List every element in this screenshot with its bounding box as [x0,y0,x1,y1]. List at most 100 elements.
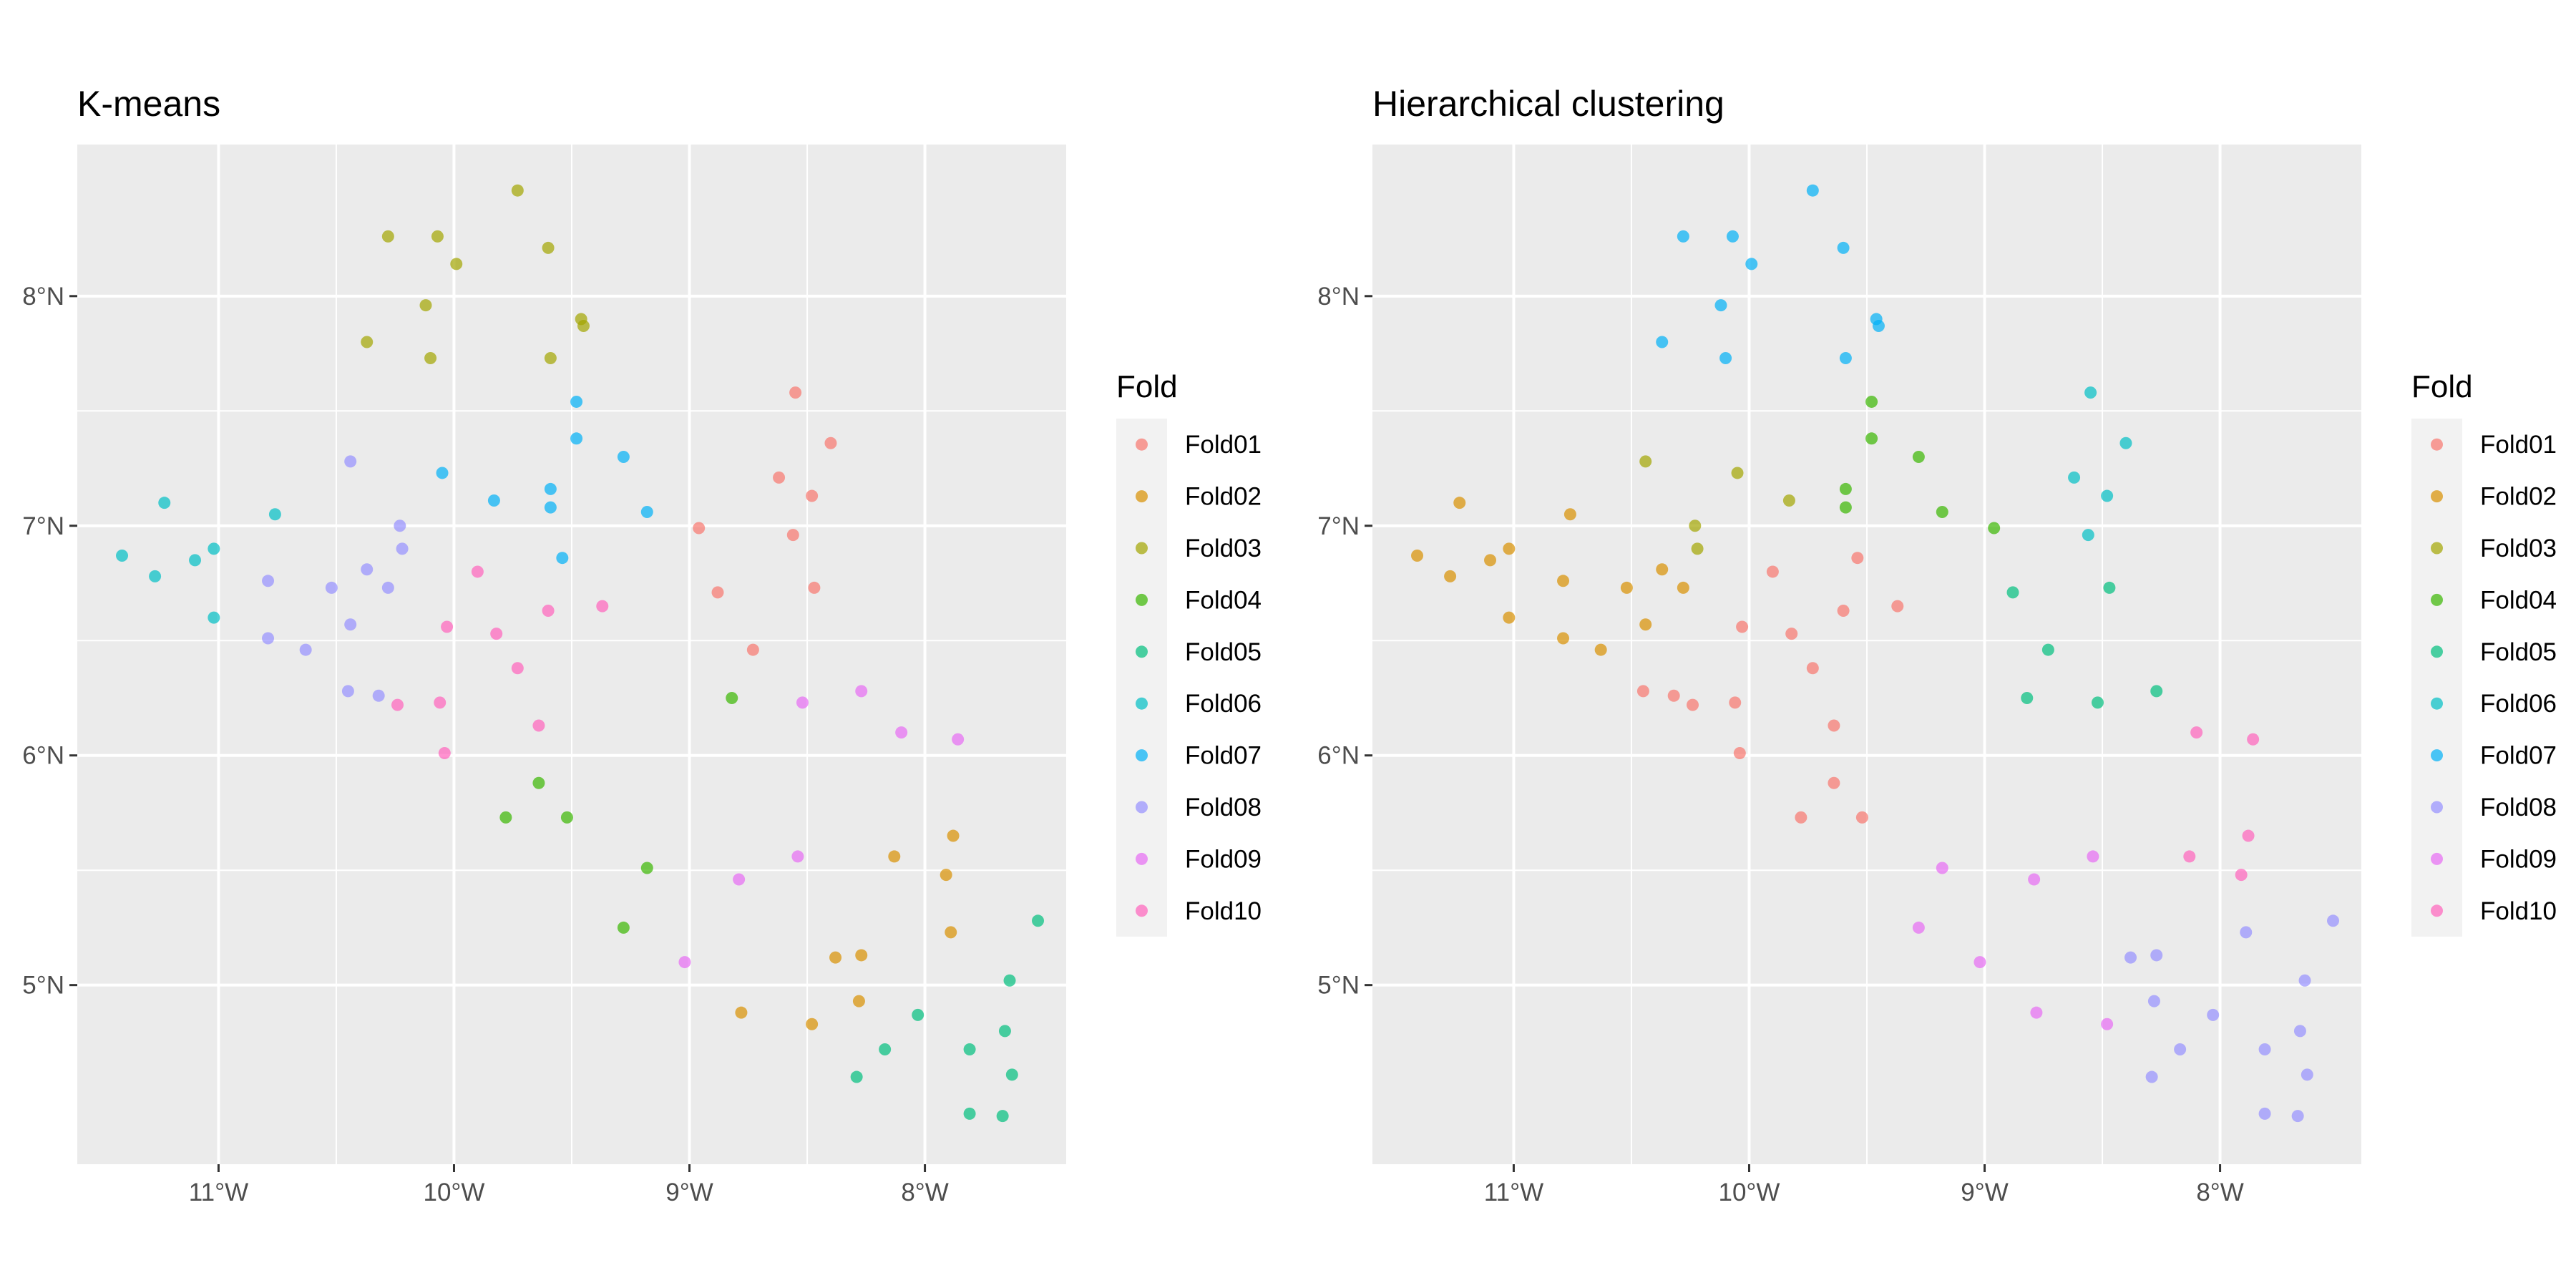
data-point-fold10 [511,662,524,675]
x-tick-label: 9°W [665,1179,713,1206]
y-tick-label: 5°N [22,972,64,1000]
data-point-fold05 [912,1008,924,1021]
data-point-fold01 [1891,600,1904,613]
data-point-fold02 [1639,618,1652,631]
legend-key-fold06 [1136,697,1148,710]
data-point-fold01 [711,586,724,599]
data-point-fold04 [499,811,512,824]
legend-label: Fold08 [1185,794,1262,821]
data-point-fold10 [2247,733,2260,746]
legend-key-fold10 [1136,904,1148,917]
data-point-fold06 [189,554,202,567]
data-point-fold03 [542,241,555,254]
gridlines [1372,145,2361,1164]
data-point-fold03 [424,351,437,364]
data-point-fold08 [299,643,312,656]
data-point-fold08 [2124,951,2137,964]
legend-label: Fold02 [2480,483,2557,511]
data-point-fold08 [2291,1110,2304,1123]
data-point-fold01 [1855,811,1868,824]
data-points [116,184,1045,1123]
data-point-fold05 [2021,691,2034,704]
data-point-fold01 [1729,696,1742,709]
data-point-fold01 [806,489,819,502]
data-point-fold03 [431,230,444,243]
chart-panel-kmeans: K-means 11°W 10°W 9°W 8°W5°N6°N7°N8°N FoldF… [22,84,1262,1206]
gridlines [77,145,1066,1164]
data-point-fold02 [1656,563,1669,576]
data-point-fold09 [796,696,809,709]
x-tick-label: 8°W [901,1179,949,1206]
data-point-fold02 [888,850,901,863]
data-point-fold02 [945,926,957,939]
data-point-fold06 [158,497,171,509]
data-point-fold08 [2258,1043,2271,1056]
data-point-fold05 [963,1043,976,1056]
data-point-fold10 [471,565,484,578]
data-point-fold04 [532,776,545,789]
legend-label: Fold01 [2480,431,2557,459]
data-point-fold02 [855,949,868,962]
data-point-fold08 [341,685,354,698]
data-point-fold03 [450,258,463,270]
data-point-fold02 [806,1018,819,1030]
data-point-fold05 [879,1043,892,1056]
data-point-fold04 [1865,432,1878,445]
data-point-fold04 [560,811,573,824]
legend-label: Fold09 [1185,845,1262,873]
data-point-fold02 [1503,542,1516,555]
data-point-fold07 [544,482,557,495]
data-point-fold08 [2293,1025,2306,1038]
y-tick-label: 6°N [1317,742,1360,770]
legend-key-fold05 [1136,645,1148,658]
data-point-fold09 [2028,873,2041,886]
y-tick-label: 5°N [1317,972,1360,1000]
y-tick-label: 6°N [22,742,64,770]
data-point-fold02 [1503,611,1516,624]
x-tick-label: 10°W [423,1179,484,1206]
data-point-fold09 [1974,956,1986,969]
data-point-fold06 [208,611,220,624]
data-point-fold02 [1594,643,1607,656]
legend-label: Fold10 [2480,897,2557,925]
data-point-fold06 [268,508,281,521]
y-tick-label: 8°N [1317,283,1360,311]
data-point-fold02 [1444,570,1457,582]
legend-key-background [1116,419,1167,937]
data-point-fold07 [1719,351,1732,364]
legend-title: Fold [2411,369,2473,404]
y-tick-label: 8°N [22,283,64,311]
data-point-fold10 [490,628,503,640]
data-point-fold10 [2190,726,2203,739]
x-tick-label: 9°W [1961,1179,2009,1206]
data-point-fold02 [1411,549,1424,562]
data-point-fold10 [391,698,404,711]
legend-label: Fold03 [1185,535,1262,562]
data-point-fold08 [2240,926,2253,939]
data-point-fold04 [1839,501,1852,514]
data-point-fold02 [1453,497,1466,509]
data-point-fold07 [1677,230,1689,243]
data-point-fold05 [963,1107,976,1120]
data-point-fold02 [947,829,960,842]
data-point-fold09 [791,850,804,863]
legend-key-background [2411,419,2462,937]
data-point-fold07 [1656,336,1669,348]
data-point-fold08 [396,542,409,555]
data-point-fold01 [1733,747,1746,760]
data-point-fold07 [1806,184,1819,197]
data-point-fold01 [786,529,799,542]
data-point-fold01 [1687,698,1699,711]
data-point-fold05 [1005,1068,1018,1081]
data-point-fold04 [1988,522,2001,535]
data-point-fold02 [1677,581,1689,594]
chart-title: K-means [77,84,220,124]
legend-label: Fold07 [2480,742,2557,770]
data-point-fold03 [1691,542,1704,555]
legend-key-fold03 [1136,542,1148,555]
data-point-fold09 [678,956,691,969]
legend-label: Fold02 [1185,483,1262,511]
data-point-fold07 [487,494,500,507]
data-point-fold08 [2150,949,2163,962]
legend-label: Fold01 [1185,431,1262,459]
